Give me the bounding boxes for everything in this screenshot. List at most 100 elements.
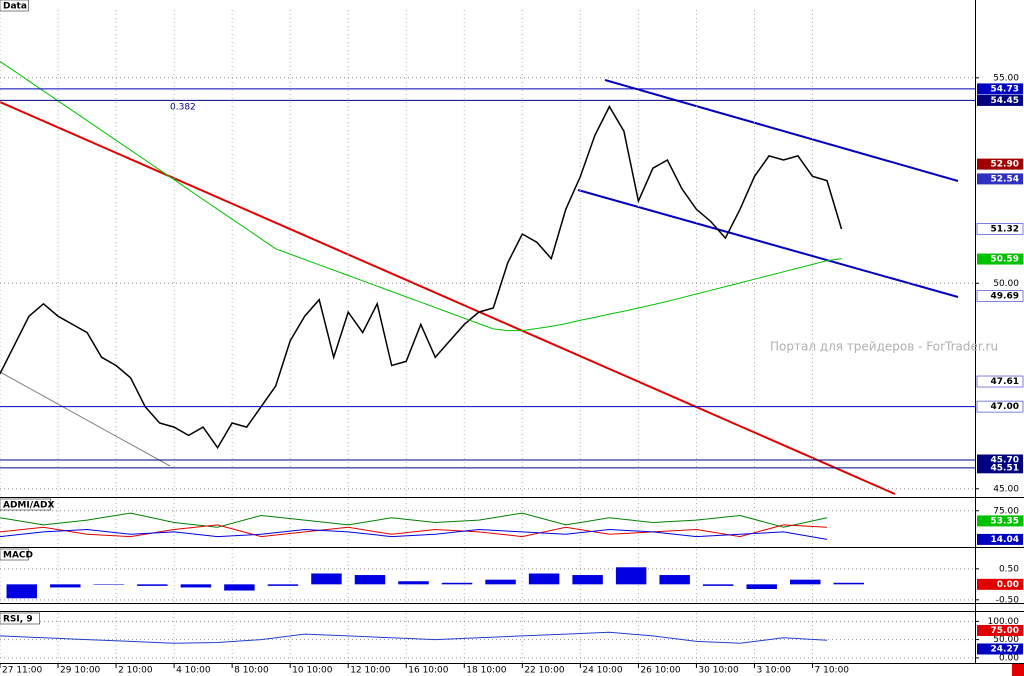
series-line (0, 528, 828, 540)
y-tick-label: 50.00 (993, 279, 1019, 289)
histogram-bar (180, 584, 212, 588)
histogram-bar (224, 584, 255, 591)
level-label: 54.73 (991, 84, 1019, 94)
level-box (977, 578, 1023, 590)
panel-title: ADMI/ADX (3, 501, 54, 511)
channel-lower (577, 189, 959, 298)
level-box (976, 400, 1024, 413)
series-line (0, 512, 828, 528)
level-label: 24.27 (991, 644, 1019, 654)
trend-line (0, 371, 171, 467)
histogram-bar (615, 567, 647, 585)
panel-title: MACD (3, 551, 33, 561)
x-tick-label: 3 10:00 (756, 666, 791, 676)
y-tick-label: 55.00 (993, 73, 1019, 83)
histogram-bar (50, 584, 81, 588)
x-tick-label: 18 10:00 (466, 666, 507, 676)
x-tick-label: 2 10:00 (118, 666, 153, 676)
level-box (976, 375, 1024, 388)
x-tick-label: 26 10:00 (640, 666, 681, 676)
histogram-bar (6, 584, 37, 599)
level-box (977, 643, 1023, 655)
panel-title-box (0, 548, 29, 561)
histogram-bar (485, 579, 516, 585)
panel-title-box (0, 612, 40, 625)
series-line (0, 631, 828, 644)
level-label: 0.00 (997, 580, 1019, 590)
x-tick-label: 27 11:00 (2, 666, 43, 676)
level-label: 50.59 (991, 255, 1019, 265)
x-tick-label: 24 10:00 (582, 666, 623, 676)
level-label: 75.00 (991, 626, 1019, 636)
histogram-bar (354, 575, 386, 585)
histogram-bar (790, 579, 821, 585)
watermark: Портал для трейдеров - ForTrader.ru (770, 340, 998, 354)
level-label: 52.90 (991, 160, 1019, 170)
histogram-bar (528, 573, 560, 585)
level-label: 47.00 (991, 402, 1019, 412)
x-tick-label: 22 10:00 (524, 666, 565, 676)
histogram-bar (441, 582, 473, 585)
series-line (0, 524, 828, 538)
level-box (977, 454, 1023, 466)
histogram-bar (93, 584, 125, 585)
level-box (977, 173, 1023, 185)
series-line (0, 60, 842, 332)
level-box (977, 462, 1023, 474)
histogram-bar (572, 575, 603, 585)
histogram-bar (833, 582, 865, 585)
level-box (977, 624, 1023, 636)
level-box (977, 83, 1023, 95)
y-tick-label: 100.00 (988, 617, 1020, 627)
x-tick-label: 4 10:00 (176, 666, 211, 676)
level-box (977, 533, 1023, 545)
level-label: 52.54 (991, 174, 1019, 184)
level-label: 14.04 (991, 535, 1019, 545)
y-tick-label: 0.00 (999, 653, 1019, 663)
y-tick-label: 75.00 (993, 506, 1019, 516)
y-tick-label: 45.00 (993, 484, 1019, 494)
histogram-bar (746, 584, 777, 589)
x-tick-label: 29 10:00 (60, 666, 101, 676)
level-box (977, 158, 1023, 170)
level-label: 51.32 (991, 225, 1019, 235)
fib-label: 0.382 (170, 103, 196, 113)
level-label: 45.51 (991, 463, 1019, 473)
histogram-bar (659, 575, 690, 585)
level-label: 53.35 (991, 516, 1019, 526)
level-box (977, 515, 1023, 527)
panel-title-box (0, 0, 29, 12)
level-box (977, 94, 1023, 106)
x-tick-label: 12 10:00 (350, 666, 391, 676)
y-tick-label: -0.50 (996, 595, 1020, 605)
level-box (976, 290, 1024, 302)
level-label: 54.45 (991, 96, 1019, 106)
panel-title: RSI, 9 (3, 615, 33, 625)
level-label: 49.69 (991, 292, 1019, 302)
level-label: 45.70 (991, 456, 1019, 466)
channel-upper (604, 79, 959, 182)
x-tick-label: 16 10:00 (408, 666, 449, 676)
histogram-bar (702, 584, 734, 586)
histogram-bar (267, 584, 299, 586)
trend-line (0, 101, 896, 495)
histogram-bar (311, 573, 342, 585)
x-tick-label: 30 10:00 (698, 666, 739, 676)
y-tick-label: 50.00 (993, 635, 1019, 645)
y-tick-label: 0.50 (999, 564, 1019, 574)
x-tick-label: 8 10:00 (234, 666, 269, 676)
histogram-bar (398, 581, 429, 585)
level-label: 47.61 (991, 377, 1019, 387)
panel-title: Data (3, 2, 27, 12)
x-tick-label: 7 10:00 (815, 666, 850, 676)
level-box (976, 223, 1024, 235)
level-box (977, 253, 1023, 265)
series-line (0, 105, 843, 450)
panel-title-box (0, 498, 52, 511)
histogram-bar (137, 584, 168, 586)
x-tick-label: 10 10:00 (292, 666, 333, 676)
corner-icon (1012, 664, 1024, 676)
